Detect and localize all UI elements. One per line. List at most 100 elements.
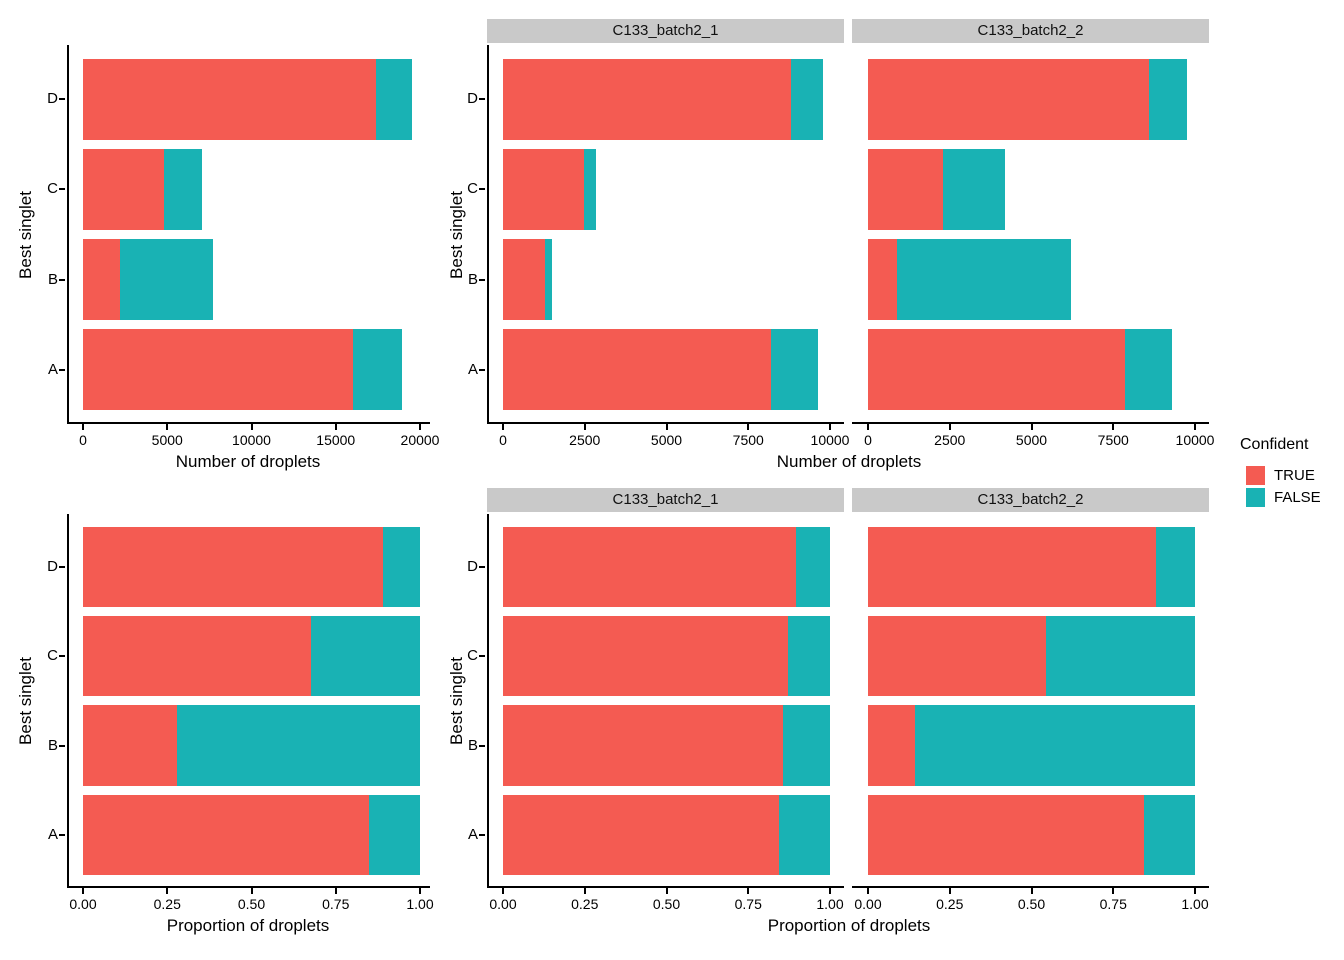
y-category-label: B [47, 270, 58, 288]
legend-item-true: TRUE [1240, 465, 1344, 485]
y-axis-title: Best singlet [16, 657, 35, 745]
y-tick-mark [59, 744, 65, 747]
bar-segment-false [915, 705, 1195, 786]
x-tick-label: 5000 [151, 432, 183, 448]
bar-segment-false [353, 329, 403, 411]
x-tick-mark [166, 424, 169, 430]
x-tick-label: 0 [79, 432, 87, 448]
bar-segment-true [503, 58, 791, 140]
bar-segment-true [83, 794, 370, 875]
x-tick-mark [665, 888, 668, 894]
x-tick-mark [166, 888, 169, 894]
x-tick-mark [1112, 888, 1115, 894]
facet-strip: C133_batch2_2 [852, 488, 1209, 512]
x-tick-label: 1.00 [1181, 896, 1209, 912]
x-tick-mark [867, 888, 869, 894]
bar-C [503, 148, 597, 230]
bar-segment-false [177, 705, 420, 786]
bar-C [83, 148, 202, 230]
x-tick-label: 10000 [232, 432, 271, 448]
bar-A [868, 794, 1195, 875]
bar-A [83, 794, 420, 875]
x-tick-mark [1194, 888, 1196, 894]
x-tick-mark [948, 888, 951, 894]
facet-strip: C133_batch2_1 [487, 19, 844, 43]
bar-segment-false [163, 148, 202, 230]
bar-segment-true [503, 616, 788, 697]
x-tick-label: 10000 [1175, 432, 1215, 448]
bar-segment-false [1149, 58, 1187, 140]
bar-B [868, 239, 1071, 321]
x-tick-mark [1112, 424, 1115, 430]
bar-A [83, 329, 403, 411]
bar-segment-false [795, 527, 830, 608]
panel [487, 45, 844, 424]
y-axis-title: Best singlet [447, 190, 466, 279]
legend-swatch-true [1246, 465, 1265, 485]
bar-B [503, 239, 552, 321]
bar-B [868, 705, 1195, 786]
bar-segment-false [382, 527, 420, 608]
x-tick-label: 0.00 [854, 896, 882, 912]
x-tick-label: 20000 [400, 432, 440, 448]
x-axis-title: Number of droplets [776, 452, 922, 471]
y-tick-mark [479, 744, 485, 747]
x-tick-mark [583, 888, 586, 894]
bar-B [83, 705, 420, 786]
bar-segment-true [868, 705, 916, 786]
bar-segment-true [868, 794, 1145, 875]
facet-strip: C133_batch2_1 [487, 488, 844, 512]
bar-C [503, 616, 830, 697]
bar-segment-false [943, 148, 1006, 230]
bar-D [503, 58, 824, 140]
x-tick-label: 0.50 [1017, 896, 1046, 912]
x-tick-label: 10000 [810, 432, 850, 448]
x-tick-label: 0.75 [322, 896, 350, 912]
x-tick-label: 0.50 [652, 896, 681, 912]
bar-segment-true [868, 616, 1047, 697]
y-category-label: A [47, 360, 58, 378]
y-category-label: B [467, 270, 478, 288]
y-category-label: A [47, 825, 58, 843]
bar-segment-true [868, 58, 1150, 140]
x-tick-label: 0.25 [153, 896, 181, 912]
bar-segment-true [83, 329, 354, 411]
bar-segment-true [83, 527, 383, 608]
bar-segment-false [310, 616, 420, 697]
bar-segment-true [83, 239, 120, 321]
x-tick-label: 7500 [732, 432, 764, 448]
bar-segment-false [1046, 616, 1195, 697]
bar-segment-true [83, 616, 311, 697]
x-tick-label: 2500 [934, 432, 966, 448]
panel [852, 45, 1209, 424]
bar-segment-false [782, 705, 830, 786]
bar-D [868, 527, 1195, 608]
x-tick-mark [250, 424, 253, 430]
x-tick-label: 0.00 [489, 896, 517, 912]
y-tick-mark [59, 368, 65, 371]
bar-segment-true [503, 148, 585, 230]
y-category-label: C [47, 180, 58, 198]
y-axis-title: Best singlet [16, 190, 35, 279]
x-tick-mark [334, 888, 337, 894]
bar-segment-true [83, 705, 178, 786]
x-tick-label: 0.00 [69, 896, 97, 912]
y-category-label: D [47, 90, 58, 108]
bar-segment-true [503, 705, 783, 786]
x-tick-label: 15000 [316, 432, 356, 448]
x-tick-mark [747, 888, 750, 894]
x-tick-mark [502, 888, 504, 894]
bar-segment-false [119, 239, 213, 321]
bar-segment-true [83, 148, 164, 230]
bar-C [83, 616, 420, 697]
y-tick-mark [479, 833, 485, 836]
panel [852, 514, 1209, 888]
bar-segment-false [1144, 794, 1195, 875]
y-category-label: C [47, 647, 58, 665]
x-tick-mark [829, 888, 831, 894]
bar-B [83, 239, 213, 321]
y-tick-mark [479, 98, 485, 101]
y-category-label: B [47, 736, 58, 754]
x-tick-label: 0 [499, 432, 507, 448]
